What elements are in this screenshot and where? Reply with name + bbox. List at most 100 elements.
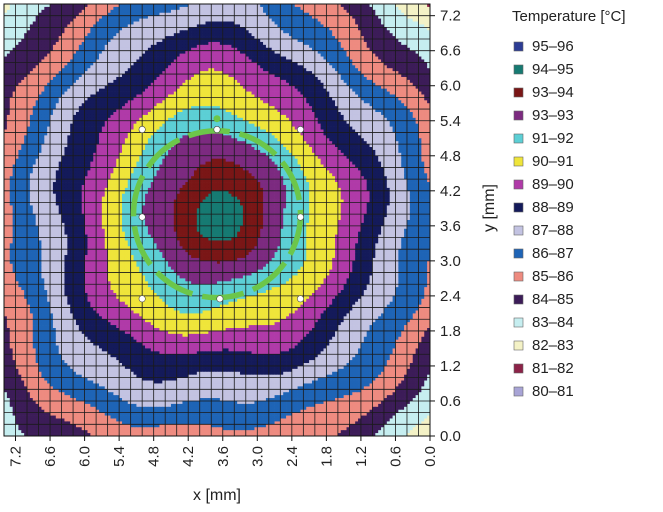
contour-cell: [98, 27, 103, 31]
contour-cell: [280, 27, 284, 31]
contour-cell: [228, 74, 232, 78]
contour-cell: [335, 12, 339, 17]
contour-cell: [145, 9, 149, 14]
contour-cell: [70, 15, 74, 19]
contour-cell: [113, 44, 117, 49]
contour-cell: [268, 21, 273, 25]
contour-cell: [78, 56, 83, 60]
contour-cell: [231, 33, 235, 37]
contour-cell: [343, 85, 347, 89]
contour-cell: [291, 4, 296, 8]
contour-cell: [303, 30, 307, 34]
contour-cell: [124, 53, 129, 57]
contour-cell: [294, 68, 298, 72]
contour-cell: [237, 27, 241, 31]
contour-cell: [300, 9, 304, 14]
contour-cell: [369, 39, 373, 43]
contour-cell: [176, 41, 180, 46]
contour-cell: [81, 53, 85, 57]
contour-cell: [286, 68, 290, 72]
contour-cell: [240, 47, 244, 52]
contour-cell: [179, 68, 183, 72]
contour-cell: [70, 71, 74, 75]
contour-cell: [265, 39, 270, 43]
contour-cell: [271, 4, 275, 8]
contour-cell: [173, 62, 178, 66]
contour-cell: [47, 56, 51, 60]
contour-cell: [418, 91, 422, 95]
contour-cell: [15, 71, 19, 75]
contour-cell: [73, 62, 77, 66]
contour-cell: [208, 24, 212, 28]
contour-cell: [78, 50, 83, 54]
contour-cell: [27, 100, 31, 104]
contour-cell: [113, 27, 117, 31]
contour-cell: [104, 62, 108, 66]
contour-cell: [329, 41, 333, 46]
contour-cell: [55, 97, 60, 101]
contour-cell: [412, 36, 416, 40]
contour-cell: [424, 62, 428, 66]
contour-cell: [323, 9, 327, 14]
contour-cell: [401, 36, 405, 40]
contour-cell: [6, 85, 11, 89]
contour-cell: [337, 74, 342, 78]
contour-cell: [168, 88, 172, 92]
contour-cell: [260, 30, 264, 34]
contour-cell: [208, 6, 212, 11]
contour-cell: [349, 88, 353, 92]
contour-cell: [38, 68, 42, 72]
contour-cell: [176, 56, 180, 60]
contour-cell: [70, 44, 74, 49]
contour-cell: [145, 47, 149, 52]
contour-cell: [372, 76, 376, 81]
contour-cell: [268, 33, 273, 37]
contour-cell: [142, 56, 146, 60]
contour-cell: [55, 91, 60, 95]
contour-cell: [107, 56, 111, 60]
contour-cell: [332, 85, 336, 89]
contour-cell: [392, 53, 396, 57]
contour-cell: [147, 18, 152, 22]
contour-cell: [389, 30, 393, 34]
contour-cell: [130, 15, 134, 19]
contour-cell: [196, 39, 201, 43]
contour-cell: [418, 68, 422, 72]
contour-cell: [208, 27, 212, 31]
contour-cell: [67, 41, 71, 46]
contour-cell: [260, 79, 264, 84]
contour-cell: [41, 27, 45, 31]
contour-cell: [288, 59, 293, 63]
contour-cell: [29, 79, 34, 84]
contour-cell: [44, 79, 48, 84]
contour-cell: [326, 4, 330, 8]
contour-cell: [165, 12, 169, 17]
contour-cell: [168, 76, 172, 81]
contour-cell: [280, 79, 284, 84]
contour-cell: [268, 9, 273, 14]
contour-cell: [18, 85, 22, 89]
contour-cell: [127, 44, 131, 49]
contour-cell: [240, 44, 244, 49]
contour-cell: [254, 39, 258, 43]
contour-cell: [61, 74, 65, 78]
contour-cell: [58, 30, 62, 34]
contour-cell: [268, 56, 273, 60]
contour-cell: [47, 47, 51, 52]
contour-cell: [257, 39, 261, 43]
contour-cell: [41, 4, 45, 8]
contour-cell: [52, 18, 57, 22]
contour-cell: [242, 36, 247, 40]
contour-cell: [98, 21, 103, 25]
contour-cell: [355, 76, 359, 81]
contour-cell: [375, 15, 379, 19]
contour-cell: [29, 59, 34, 63]
contour-cell: [4, 9, 8, 14]
contour-cell: [217, 85, 221, 89]
contour-cell: [418, 36, 422, 40]
contour-cell: [277, 6, 281, 11]
contour-cell: [274, 18, 278, 22]
contour-cell: [35, 4, 39, 8]
contour-cell: [271, 47, 275, 52]
contour-cell: [283, 97, 287, 101]
